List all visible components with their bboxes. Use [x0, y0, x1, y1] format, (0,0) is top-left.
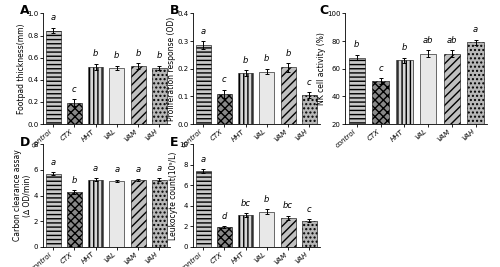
Text: B: B [170, 5, 179, 17]
Text: a: a [50, 158, 56, 167]
Text: b: b [93, 49, 98, 58]
Bar [468, 42, 484, 152]
Text: b: b [402, 43, 407, 52]
Text: ab: ab [446, 36, 457, 45]
Y-axis label: Footpad thickness(mm): Footpad thickness(mm) [16, 23, 26, 114]
Text: D: D [20, 136, 30, 149]
Text: c: c [307, 205, 312, 214]
Bar [46, 174, 60, 247]
Y-axis label: Leukocyte count(10⁹/L): Leukocyte count(10⁹/L) [169, 151, 178, 240]
Bar [372, 81, 389, 152]
Bar [348, 58, 365, 152]
Bar [396, 60, 412, 152]
Bar [67, 192, 82, 247]
Bar [260, 72, 274, 124]
Bar [196, 171, 210, 247]
Text: a: a [136, 165, 140, 174]
Text: d: d [222, 211, 227, 221]
Bar [130, 66, 146, 124]
Bar [302, 221, 317, 247]
Text: c: c [72, 85, 76, 94]
Bar [67, 103, 82, 124]
Text: C: C [320, 5, 328, 17]
Bar [420, 53, 436, 152]
Text: b: b [136, 49, 141, 58]
Text: bc: bc [283, 202, 293, 210]
Y-axis label: NK cell activity (%): NK cell activity (%) [317, 32, 326, 105]
Text: a: a [50, 13, 56, 22]
Text: c: c [222, 75, 226, 84]
Bar [280, 67, 295, 124]
Bar [238, 73, 253, 124]
Text: b: b [243, 56, 248, 65]
Bar [302, 95, 317, 124]
Bar [130, 180, 146, 247]
Text: b: b [114, 52, 119, 60]
Bar [110, 181, 124, 247]
Bar [238, 215, 253, 247]
Bar [444, 53, 460, 152]
Bar [280, 218, 295, 247]
Text: a: a [200, 26, 205, 36]
Text: c: c [378, 64, 383, 73]
Text: b: b [264, 195, 270, 204]
Bar [88, 67, 103, 124]
Text: a: a [473, 25, 478, 34]
Bar [196, 45, 210, 124]
Text: b: b [72, 176, 77, 185]
Bar [260, 211, 274, 247]
Text: a: a [157, 164, 162, 173]
Bar [152, 179, 167, 247]
Text: b: b [264, 54, 270, 63]
Text: bc: bc [240, 199, 250, 208]
Text: b: b [156, 52, 162, 60]
Bar [217, 227, 232, 247]
Bar [217, 94, 232, 124]
Text: c: c [307, 78, 312, 87]
Text: a: a [200, 155, 205, 164]
Bar [88, 179, 103, 247]
Text: b: b [354, 40, 360, 49]
Y-axis label: Carbon clearance assay
(∆ OD/min): Carbon clearance assay (∆ OD/min) [13, 150, 32, 241]
Bar [110, 68, 124, 124]
Text: E: E [170, 136, 178, 149]
Text: ab: ab [423, 36, 434, 45]
Text: A: A [20, 5, 29, 17]
Text: a: a [114, 165, 119, 174]
Text: b: b [286, 49, 291, 58]
Bar [46, 30, 60, 124]
Text: a: a [93, 164, 98, 173]
Bar [152, 68, 167, 124]
Y-axis label: Proliferation response (OD): Proliferation response (OD) [166, 17, 175, 121]
